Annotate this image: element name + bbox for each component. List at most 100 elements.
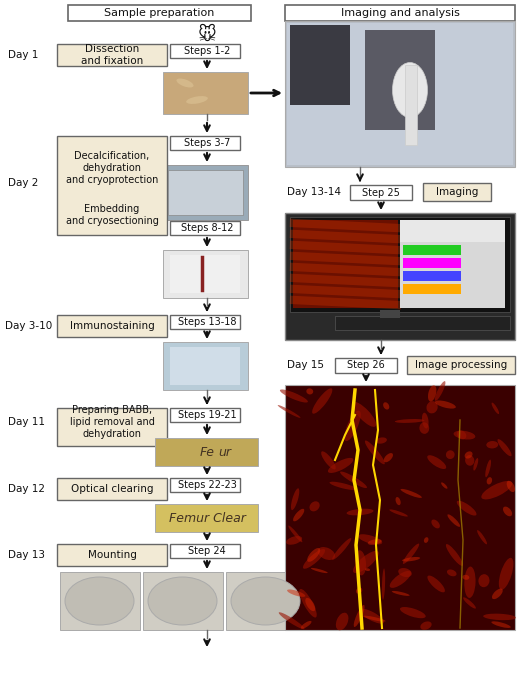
- Ellipse shape: [441, 482, 448, 489]
- Ellipse shape: [389, 510, 408, 517]
- Ellipse shape: [465, 455, 474, 466]
- Ellipse shape: [365, 440, 385, 464]
- Bar: [170, 44, 240, 58]
- Bar: [285, 5, 515, 21]
- Ellipse shape: [453, 430, 475, 440]
- Bar: [168, 170, 243, 215]
- Ellipse shape: [503, 507, 512, 517]
- Bar: [155, 504, 258, 532]
- Bar: [170, 347, 240, 385]
- Bar: [57, 315, 167, 337]
- Ellipse shape: [507, 481, 515, 492]
- Bar: [400, 220, 505, 242]
- Ellipse shape: [332, 538, 351, 560]
- Ellipse shape: [311, 568, 328, 573]
- Ellipse shape: [492, 589, 503, 599]
- Bar: [335, 358, 397, 373]
- Text: Step 26: Step 26: [347, 360, 385, 370]
- Bar: [163, 342, 248, 390]
- Bar: [405, 65, 417, 145]
- Text: Steps 3-7: Steps 3-7: [184, 138, 230, 148]
- Bar: [155, 438, 258, 466]
- Ellipse shape: [340, 472, 367, 488]
- Text: Day 15: Day 15: [287, 360, 324, 370]
- Ellipse shape: [317, 547, 335, 560]
- Bar: [57, 544, 167, 566]
- Ellipse shape: [336, 612, 348, 630]
- Bar: [57, 478, 167, 500]
- Ellipse shape: [344, 411, 361, 441]
- Ellipse shape: [486, 441, 498, 449]
- Bar: [57, 44, 167, 66]
- Text: Day 11: Day 11: [8, 417, 45, 427]
- Ellipse shape: [419, 422, 429, 434]
- Text: Steps 8-12: Steps 8-12: [181, 223, 233, 233]
- Bar: [400, 220, 505, 308]
- Bar: [293, 220, 398, 308]
- Bar: [170, 315, 240, 329]
- Bar: [170, 255, 240, 293]
- Bar: [290, 217, 510, 312]
- Ellipse shape: [231, 577, 300, 625]
- Text: Day 1: Day 1: [8, 50, 38, 60]
- Ellipse shape: [400, 607, 426, 618]
- Text: Day 13: Day 13: [8, 550, 45, 560]
- Ellipse shape: [428, 385, 436, 402]
- Ellipse shape: [390, 571, 411, 588]
- Ellipse shape: [401, 489, 422, 498]
- Ellipse shape: [286, 536, 302, 545]
- Bar: [285, 21, 515, 167]
- Bar: [403, 271, 461, 281]
- Ellipse shape: [321, 452, 336, 470]
- Text: Imaging and analysis: Imaging and analysis: [340, 8, 459, 18]
- Ellipse shape: [365, 568, 370, 571]
- Ellipse shape: [473, 458, 478, 470]
- Ellipse shape: [65, 577, 134, 625]
- Ellipse shape: [328, 458, 354, 473]
- Ellipse shape: [492, 402, 499, 414]
- Ellipse shape: [353, 551, 379, 573]
- Ellipse shape: [301, 621, 312, 629]
- Ellipse shape: [368, 539, 382, 545]
- Ellipse shape: [424, 537, 428, 543]
- Text: Day 3-10: Day 3-10: [5, 321, 52, 331]
- Ellipse shape: [291, 489, 299, 510]
- Ellipse shape: [446, 450, 454, 459]
- Ellipse shape: [485, 460, 491, 477]
- Ellipse shape: [462, 575, 469, 580]
- Ellipse shape: [477, 530, 487, 545]
- Ellipse shape: [481, 481, 513, 499]
- Bar: [143, 572, 223, 630]
- Ellipse shape: [299, 589, 317, 617]
- Bar: [163, 165, 248, 220]
- Ellipse shape: [383, 402, 389, 409]
- Text: Preparing BABB,
lipid removal and
dehydration: Preparing BABB, lipid removal and dehydr…: [70, 405, 154, 439]
- Text: Steps 22-23: Steps 22-23: [178, 480, 236, 490]
- Ellipse shape: [435, 400, 456, 409]
- Text: Day 12: Day 12: [8, 484, 45, 494]
- Ellipse shape: [426, 401, 438, 414]
- Bar: [403, 284, 461, 294]
- Ellipse shape: [384, 453, 393, 462]
- Ellipse shape: [358, 534, 382, 545]
- Ellipse shape: [464, 452, 473, 458]
- Bar: [350, 185, 412, 200]
- Ellipse shape: [395, 497, 401, 505]
- Bar: [163, 72, 248, 114]
- Ellipse shape: [402, 557, 420, 561]
- Ellipse shape: [447, 570, 457, 576]
- Text: Steps 19-21: Steps 19-21: [178, 410, 236, 420]
- Ellipse shape: [307, 548, 320, 562]
- Ellipse shape: [395, 419, 425, 423]
- Ellipse shape: [303, 549, 325, 569]
- Ellipse shape: [356, 587, 362, 594]
- Text: Step 24: Step 24: [188, 546, 226, 556]
- Ellipse shape: [287, 589, 305, 597]
- Ellipse shape: [279, 612, 304, 629]
- Bar: [423, 183, 491, 201]
- Ellipse shape: [347, 509, 373, 515]
- Bar: [57, 136, 167, 235]
- Ellipse shape: [446, 544, 463, 566]
- Text: Optical clearing: Optical clearing: [71, 484, 153, 494]
- Text: Decalcification,
dehydration
and cryoprotection: Decalcification, dehydration and cryopro…: [66, 151, 158, 185]
